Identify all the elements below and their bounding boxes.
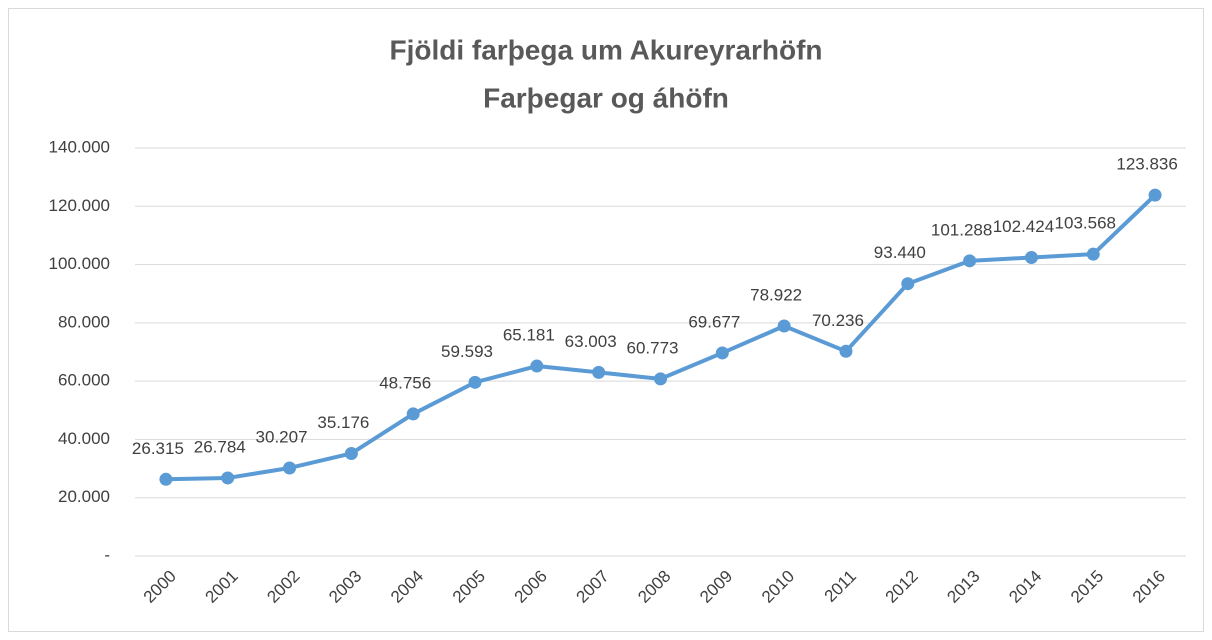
data-label: 101.288 <box>931 220 992 239</box>
data-label: 93.440 <box>874 243 926 262</box>
data-label: 102.424 <box>993 217 1054 236</box>
data-label: 65.181 <box>503 326 555 345</box>
y-tick-label: 80.000 <box>58 312 110 331</box>
chart-border <box>8 8 1204 632</box>
data-point <box>221 471 235 485</box>
data-point <box>530 359 544 373</box>
data-label: 30.207 <box>256 427 308 446</box>
data-point <box>344 446 358 460</box>
data-point <box>963 254 977 268</box>
data-point <box>901 277 915 291</box>
data-label: 103.568 <box>1055 214 1116 233</box>
data-label: 123.836 <box>1116 155 1177 174</box>
data-label: 60.773 <box>627 338 679 357</box>
data-point <box>592 365 606 379</box>
data-label: 35.176 <box>317 413 369 432</box>
chart-subtitle: Farþegar og áhöfn <box>483 82 729 113</box>
data-label: 70.236 <box>812 311 864 330</box>
data-label: 63.003 <box>565 332 617 351</box>
data-point <box>715 346 729 360</box>
data-label: 78.922 <box>750 285 802 304</box>
data-point <box>468 375 482 389</box>
y-tick-label: - <box>104 545 110 564</box>
data-point <box>654 372 667 386</box>
y-tick-label: 120.000 <box>49 196 110 215</box>
data-point <box>1148 188 1162 202</box>
data-point <box>1086 247 1100 261</box>
data-label: 48.756 <box>379 373 431 392</box>
data-point <box>283 461 297 475</box>
data-point <box>777 319 791 333</box>
y-tick-label: 140.000 <box>49 137 110 156</box>
y-tick-label: 20.000 <box>58 487 110 506</box>
data-point <box>1024 251 1038 265</box>
data-label: 26.784 <box>194 437 246 456</box>
data-label: 69.677 <box>688 312 740 331</box>
data-label: 26.315 <box>132 439 184 458</box>
data-point <box>839 344 853 358</box>
data-label: 59.593 <box>441 342 493 361</box>
y-tick-label: 40.000 <box>58 429 110 448</box>
y-tick-label: 60.000 <box>58 371 110 390</box>
data-point <box>406 407 420 421</box>
data-point <box>159 472 173 486</box>
chart-title: Fjöldi farþega um Akureyrarhöfn <box>389 34 822 65</box>
y-tick-label: 100.000 <box>49 254 110 273</box>
